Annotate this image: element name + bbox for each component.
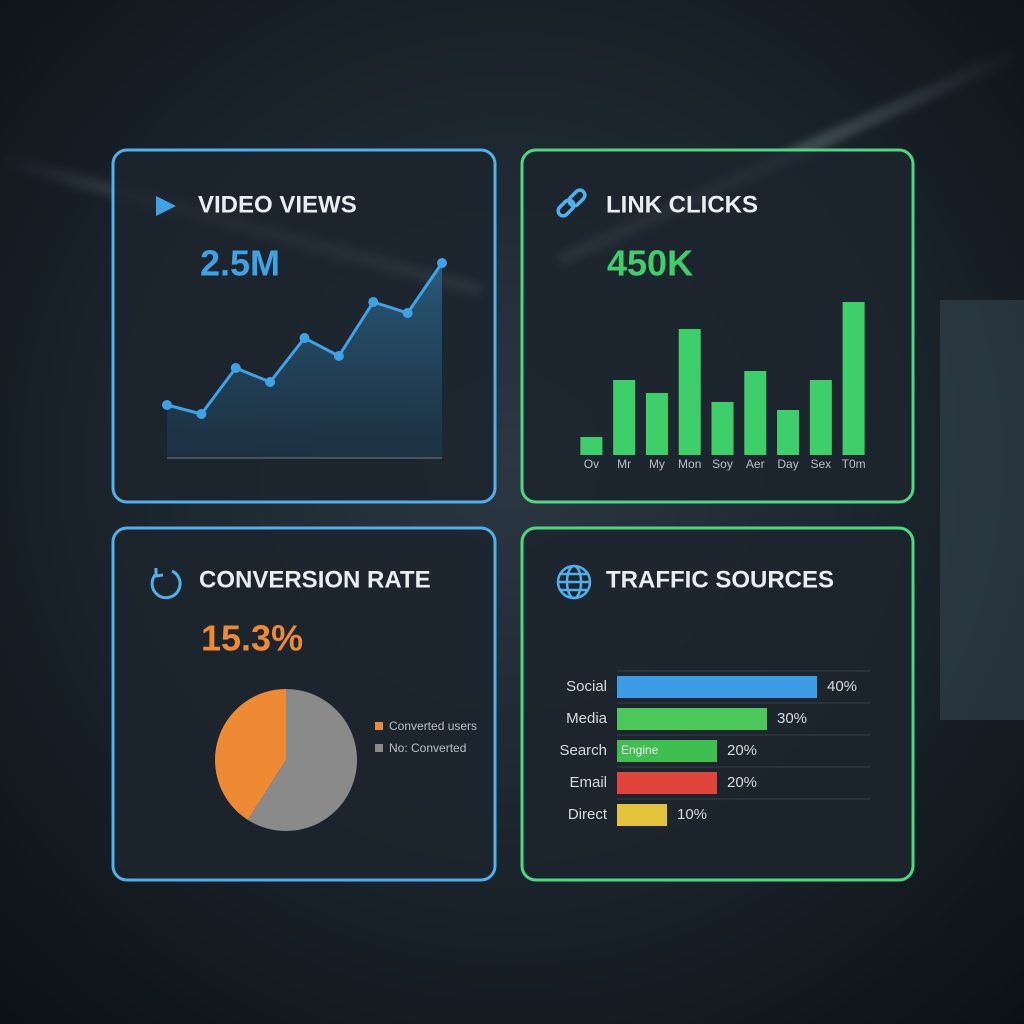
value-label: 40% (827, 678, 857, 695)
bar (842, 302, 865, 455)
pie-slice (247, 689, 358, 832)
bar (613, 380, 636, 455)
value-label: 20% (727, 742, 757, 759)
category-label: Search (559, 742, 607, 759)
category-label: Direct (568, 806, 608, 823)
bar (617, 740, 717, 762)
bar (744, 371, 767, 455)
bar (711, 402, 734, 455)
x-tick-label: Soy (712, 457, 733, 471)
x-tick-label: Ov (584, 457, 599, 471)
headline: 2.5M (200, 243, 280, 284)
point (230, 363, 241, 373)
bar (617, 804, 667, 826)
bar (678, 329, 701, 455)
panel-title: LINK CLICKS (606, 191, 758, 218)
legend-swatch (375, 744, 383, 752)
bar (617, 676, 817, 698)
headline: 450K (607, 243, 693, 284)
refresh-icon (150, 568, 182, 600)
value-label: 10% (677, 806, 707, 823)
point (368, 297, 379, 307)
window (940, 300, 1024, 720)
point (437, 258, 447, 268)
point (299, 333, 310, 343)
point (333, 351, 344, 361)
category-label: Social (566, 678, 607, 695)
x-tick-label: Aer (746, 457, 765, 471)
category-label: Media (566, 710, 608, 727)
bar-annotation: Engine (621, 743, 659, 757)
legend-label: No: Converted (389, 741, 466, 755)
bar (617, 708, 767, 730)
category-label: Email (569, 774, 607, 791)
bar (809, 380, 832, 455)
headline: 15.3% (201, 618, 303, 659)
point (402, 308, 413, 318)
x-tick-label: T0m (842, 457, 866, 471)
value-label: 30% (777, 710, 807, 727)
pie-slice (215, 689, 286, 820)
point (196, 409, 207, 419)
x-tick-label: My (649, 457, 665, 471)
x-tick-label: Sex (810, 457, 831, 471)
x-tick-label: Mon (678, 457, 701, 471)
area (167, 263, 442, 458)
globe-icon (556, 564, 592, 600)
point (162, 400, 172, 410)
x-tick-label: Mr (617, 457, 631, 471)
point (265, 377, 276, 387)
value-label: 20% (727, 774, 757, 791)
panel-title: TRAFFIC SOURCES (606, 566, 834, 593)
bar (777, 410, 800, 455)
legend-label: Converted users (389, 719, 477, 733)
panel-title: CONVERSION RATE (199, 566, 431, 593)
play-icon (156, 196, 176, 216)
panel-title: VIDEO VIEWS (198, 191, 357, 218)
bar (580, 437, 603, 455)
bar (645, 393, 668, 455)
legend-swatch (375, 722, 383, 730)
link-icon (556, 188, 587, 218)
x-tick-label: Day (777, 457, 798, 471)
bar (617, 772, 717, 794)
